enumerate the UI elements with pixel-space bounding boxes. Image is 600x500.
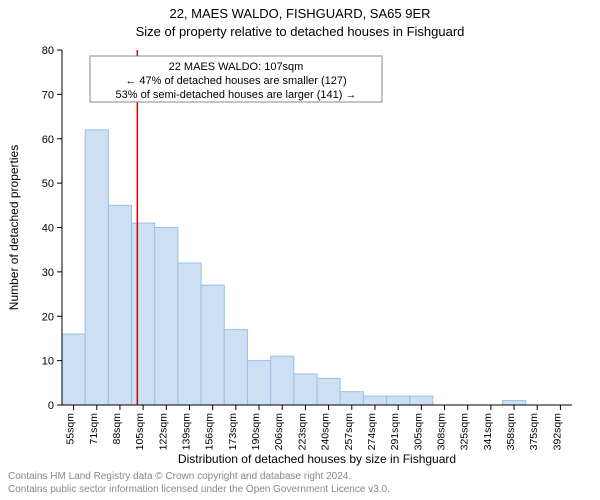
histogram-bar bbox=[410, 396, 433, 405]
y-tick-label: 40 bbox=[42, 223, 54, 235]
y-tick-label: 50 bbox=[42, 178, 54, 190]
x-tick-label: 105sqm bbox=[134, 413, 146, 451]
footer-line-1: Contains HM Land Registry data © Crown c… bbox=[8, 471, 592, 484]
histogram-bar bbox=[387, 396, 410, 405]
callout-line-1: 22 MAES WALDO: 107sqm bbox=[169, 61, 304, 73]
y-tick-label: 20 bbox=[42, 311, 54, 323]
histogram-bar bbox=[62, 334, 85, 405]
histogram-bar bbox=[294, 374, 317, 405]
x-tick-label: 223sqm bbox=[296, 413, 308, 451]
x-tick-label: 308sqm bbox=[436, 413, 448, 451]
y-tick-label: 10 bbox=[42, 356, 54, 368]
x-tick-label: 240sqm bbox=[320, 413, 332, 451]
x-tick-label: 257sqm bbox=[343, 413, 355, 451]
footer-attribution: Contains HM Land Registry data © Crown c… bbox=[8, 471, 592, 496]
x-tick-label: 358sqm bbox=[505, 413, 517, 451]
x-tick-label: 325sqm bbox=[459, 413, 471, 451]
y-tick-label: 70 bbox=[42, 89, 54, 101]
x-tick-label: 375sqm bbox=[528, 413, 540, 451]
x-tick-label: 305sqm bbox=[412, 413, 424, 451]
histogram-bar bbox=[224, 330, 247, 405]
histogram-bar bbox=[178, 263, 201, 405]
x-tick-label: 341sqm bbox=[482, 413, 494, 451]
footer-line-2: Contains public sector information licen… bbox=[8, 484, 592, 497]
x-axis-label: Distribution of detached houses by size … bbox=[178, 452, 456, 466]
histogram-bar bbox=[271, 356, 294, 405]
histogram-bar bbox=[85, 130, 108, 405]
histogram-svg: 0 10 20 30 40 50 60 70 80 55sqm 71sqm 88sqm 105sqm 12… bbox=[0, 0, 600, 500]
histogram-bar bbox=[132, 223, 155, 405]
callout-line-3: 53% of semi-detached houses are larger (… bbox=[116, 89, 357, 101]
y-axis-label: Number of detached properties bbox=[7, 145, 21, 310]
x-tick-label: 139sqm bbox=[181, 413, 193, 451]
x-tick-label: 55sqm bbox=[65, 413, 77, 445]
x-tick-label: 206sqm bbox=[273, 413, 285, 451]
histogram-bar bbox=[247, 361, 270, 405]
callout-line-2: ← 47% of detached houses are smaller (12… bbox=[125, 75, 346, 87]
x-tick-label: 190sqm bbox=[250, 413, 262, 451]
y-tick-label: 60 bbox=[42, 134, 54, 146]
histogram-bar bbox=[363, 396, 386, 405]
histogram-bar bbox=[108, 205, 131, 405]
x-tick-label: 392sqm bbox=[551, 413, 563, 451]
chart-container: 22, MAES WALDO, FISHGUARD, SA65 9ER Size… bbox=[0, 0, 600, 500]
y-tick-label: 30 bbox=[42, 267, 54, 279]
y-tick-label: 80 bbox=[42, 45, 54, 57]
histogram-bar bbox=[502, 401, 525, 405]
histogram-bar bbox=[201, 285, 224, 405]
histogram-bar bbox=[340, 392, 363, 405]
histogram-bar bbox=[317, 378, 340, 405]
x-tick-label: 173sqm bbox=[227, 413, 239, 451]
x-tick-label: 274sqm bbox=[366, 413, 378, 451]
y-tick-label: 0 bbox=[48, 400, 54, 412]
x-tick-label: 291sqm bbox=[389, 413, 401, 451]
x-tick-label: 88sqm bbox=[111, 413, 123, 445]
x-tick-label: 71sqm bbox=[88, 413, 100, 445]
histogram-bar bbox=[155, 228, 178, 406]
x-tick-label: 122sqm bbox=[157, 413, 169, 451]
x-tick-label: 156sqm bbox=[204, 413, 216, 451]
